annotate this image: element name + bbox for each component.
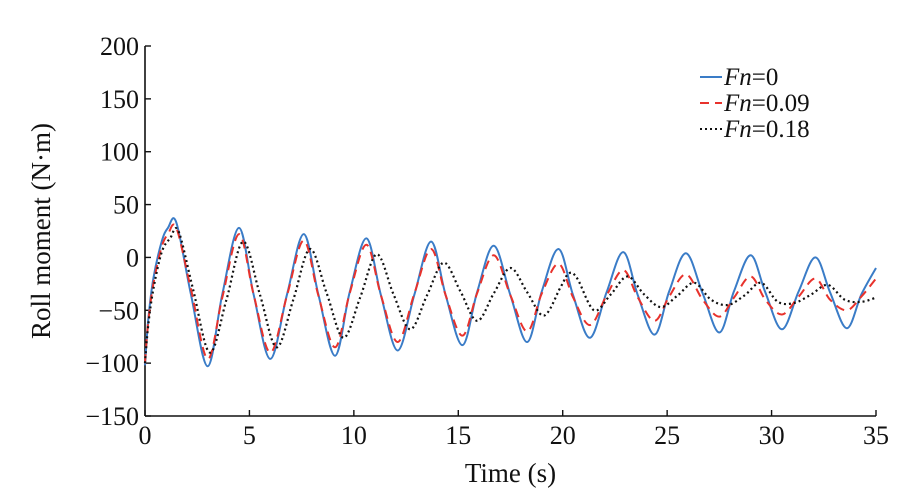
x-tick-label: 25 [654,421,680,450]
y-tick-label: 50 [113,191,139,220]
legend-label-1: Fn=0.09 [723,90,810,117]
y-tick-label: −50 [98,296,139,325]
y-tick-label: 200 [100,32,139,61]
x-tick-label: 5 [243,421,256,450]
x-tick-label: 0 [139,421,152,450]
series-line-1 [144,223,877,364]
series-line-0 [144,217,877,368]
x-tick-label: 15 [445,421,471,450]
y-tick-label: 100 [100,138,139,167]
series-layer [143,217,877,368]
legend-label-0: Fn=0 [723,64,778,91]
y-tick-label: 150 [100,85,139,114]
y-ticks: −150 −100 −50 0 50 100 150 200 [85,32,151,431]
y-tick-label: −100 [85,349,139,378]
series-line-2 [143,226,877,364]
x-axis-title: Time (s) [465,458,556,488]
x-tick-label: 35 [863,421,889,450]
x-tick-label: 30 [759,421,785,450]
y-tick-label: 0 [126,243,139,272]
x-tick-label: 10 [341,421,367,450]
x-ticks: 0 5 10 15 20 25 30 35 [139,410,889,450]
x-tick-label: 20 [550,421,576,450]
y-tick-label: −150 [85,402,139,431]
y-axis-title: Roll moment (N·m) [26,123,56,339]
legend-label-2: Fn=0.18 [723,116,810,143]
